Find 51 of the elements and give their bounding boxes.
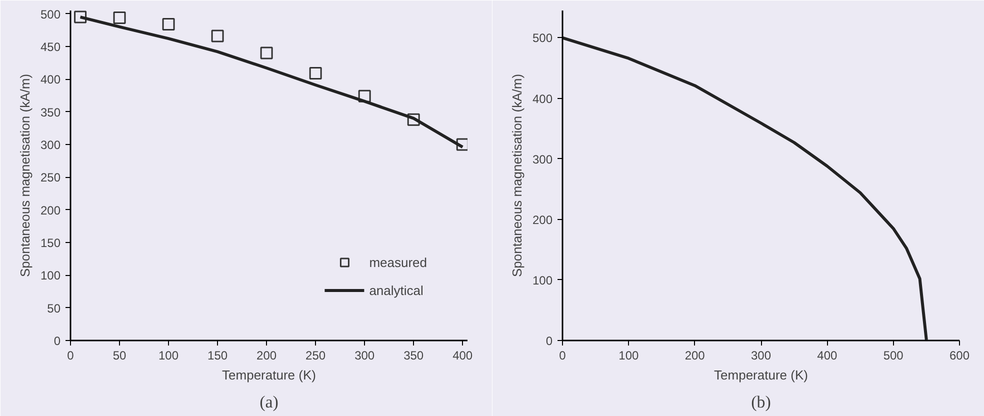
y-tick-label: 400: [40, 72, 61, 87]
x-axis-title: Temperature (K): [714, 368, 808, 382]
x-tick-label: 350: [404, 348, 424, 362]
y-tick-label: 300: [40, 138, 61, 152]
y-tick-label: 350: [40, 105, 61, 120]
point: [74, 10, 87, 24]
point: [456, 138, 468, 151]
x-tick-label: 200: [684, 348, 706, 362]
legend-label: analytical: [369, 282, 424, 298]
point: [358, 90, 371, 102]
x-tick-label: 150: [208, 348, 228, 362]
y-axis-title: Spontaneous magnetisation (kA/m): [509, 74, 524, 278]
point: [407, 113, 420, 126]
text: (a): [260, 392, 278, 412]
y-tick-label: 400: [532, 92, 553, 106]
x-tick-label: 250: [306, 348, 326, 362]
x-tick-label: 100: [618, 348, 640, 362]
y-tick-label: 450: [40, 40, 61, 54]
x-tick-label: 200: [256, 348, 277, 362]
x-tick-label: 600: [949, 348, 970, 362]
point: [113, 11, 126, 24]
y-tick-label: 200: [40, 203, 61, 218]
x-tick-label: 300: [354, 348, 375, 362]
y-tick-label: 150: [40, 236, 61, 250]
x-tick-label: 500: [883, 348, 904, 362]
y-tick-label: 100: [532, 273, 553, 288]
y-tick-label: 0: [54, 334, 61, 348]
x-tick-label: 400: [452, 348, 473, 362]
legend-label: measured: [369, 254, 427, 270]
point: [309, 66, 322, 80]
x-tick-label: 0: [559, 348, 566, 362]
x-tick-label: 100: [158, 348, 179, 362]
y-tick-label: 500: [40, 7, 61, 22]
line-series: [562, 36, 928, 340]
point: [260, 46, 273, 60]
y-tick-label: 250: [40, 170, 61, 185]
text: (b): [751, 392, 771, 412]
x-tick-label: 50: [112, 348, 127, 362]
x-axis-title: Temperature (K): [222, 368, 316, 382]
x-tick-label: 0: [67, 348, 74, 362]
point: [211, 30, 224, 42]
y-axis-title: Spontaneous magnetisation (kA/m): [17, 74, 32, 278]
y-tick-label: 0: [546, 334, 553, 348]
point: [162, 18, 175, 30]
y-tick-label: 100: [40, 268, 61, 283]
y-tick-label: 500: [532, 31, 553, 46]
y-tick-label: 50: [47, 301, 61, 316]
y-tick-label: 200: [532, 212, 553, 227]
y-tick-label: 300: [532, 152, 553, 166]
x-tick-label: 300: [750, 348, 772, 362]
x-tick-label: 400: [817, 348, 838, 362]
